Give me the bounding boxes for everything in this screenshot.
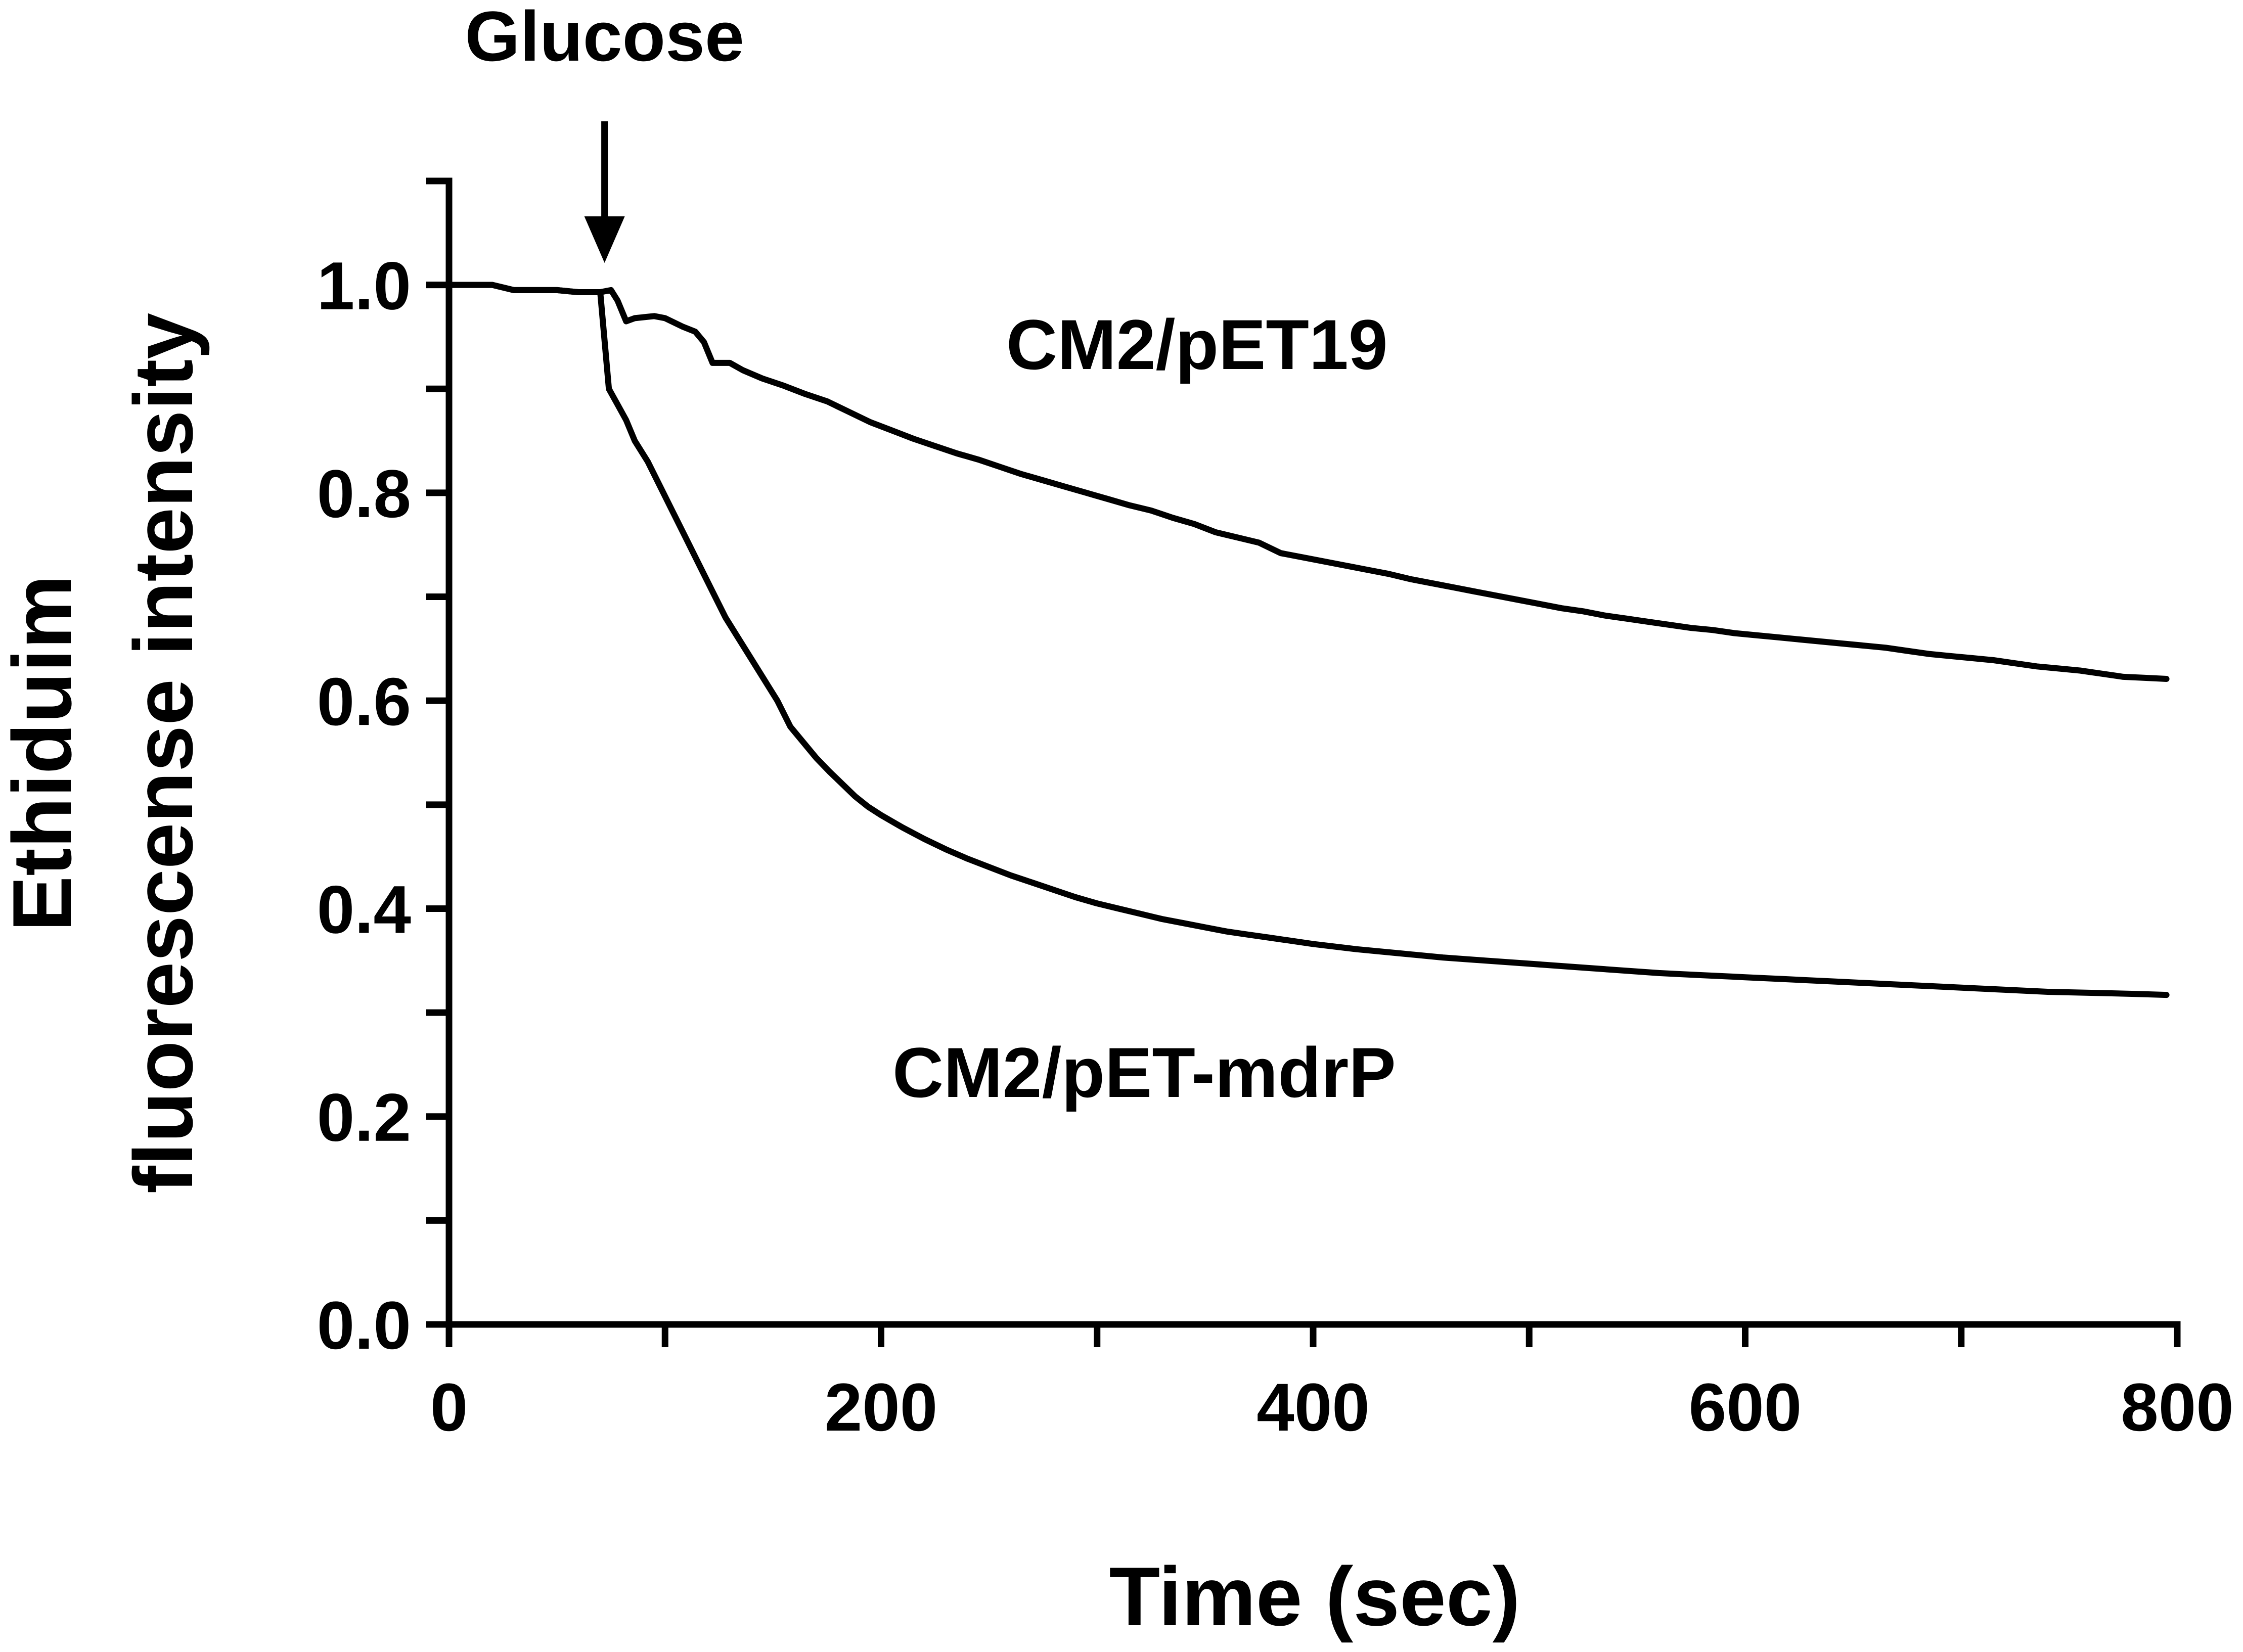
- series-label-pet19: CM2/pET19: [1006, 305, 1388, 384]
- y-axis-title-line-1: Ethiduim: [0, 575, 88, 932]
- x-tick-label: 400: [1257, 1370, 1370, 1445]
- y-tick-label: 0.6: [317, 664, 411, 740]
- axes: 0.0 0.2 0.4 0.6 0.8 1.0 0 200 400 600 800: [317, 177, 2234, 1445]
- y-tick-label: 0.4: [317, 872, 411, 947]
- event-label: Glucose: [465, 0, 744, 76]
- y-tick-label: 0.0: [317, 1288, 411, 1363]
- x-tick-label: 200: [825, 1370, 938, 1445]
- x-tick-label: 0: [430, 1370, 468, 1445]
- y-tick-label: 0.2: [317, 1080, 411, 1156]
- series-layer: [446, 282, 2170, 998]
- y-tick-label: 1.0: [317, 249, 411, 324]
- event-arrow: [584, 121, 625, 263]
- series-label-pet-mdrp: CM2/pET-mdrP: [892, 1033, 1396, 1112]
- x-axis-title: Time (sec): [1109, 1550, 1520, 1643]
- series-line-1: [446, 282, 2170, 682]
- arrow-head: [584, 216, 625, 263]
- x-tick-label: 600: [1689, 1370, 1802, 1445]
- y-tick-label: 0.8: [317, 456, 411, 532]
- y-axis-title-line-2: fluorescense intensity: [117, 313, 210, 1194]
- x-tick-label: 800: [2121, 1370, 2234, 1445]
- series-line-2: [446, 282, 2170, 998]
